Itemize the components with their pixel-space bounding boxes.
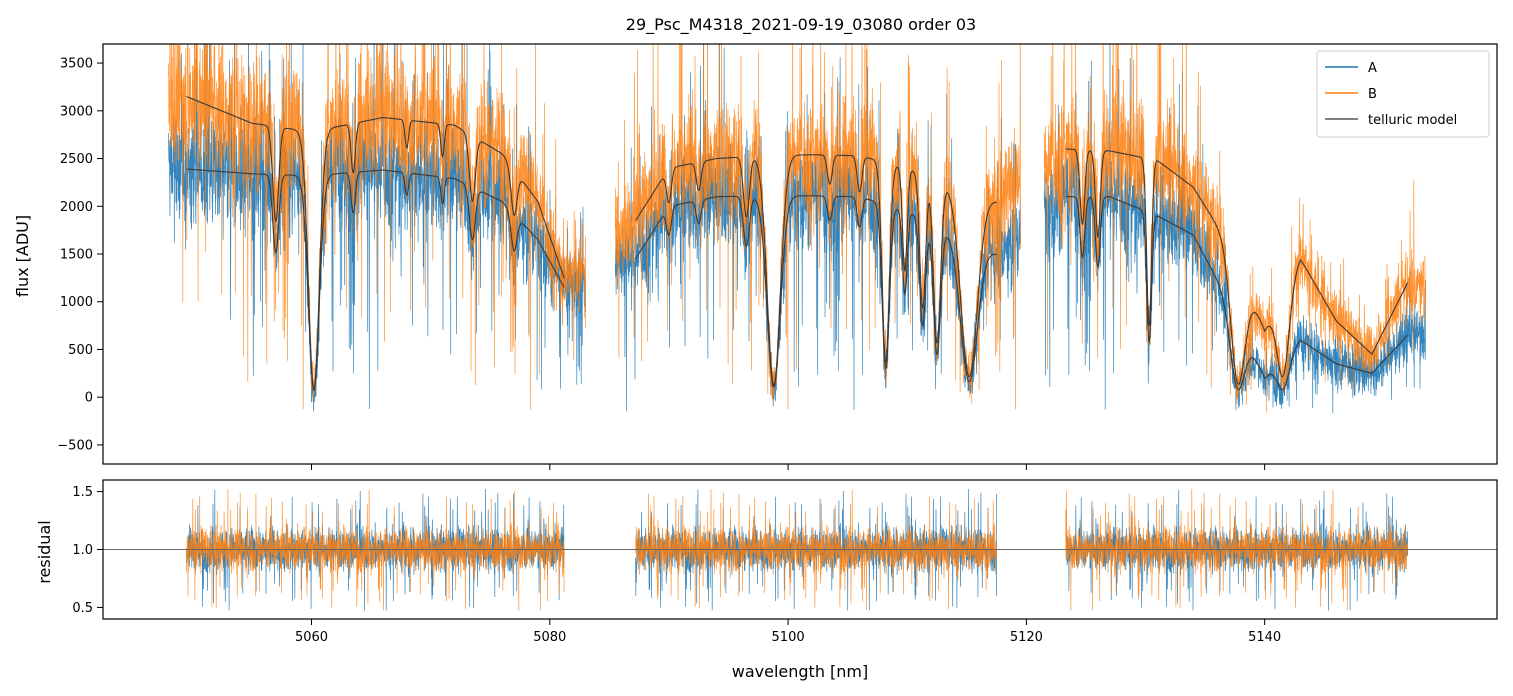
telluric-model-a-segment-1: [186, 168, 565, 392]
x-axis-label: wavelength [nm]: [732, 662, 869, 681]
legend-frame: [1316, 50, 1490, 138]
residual-x-tick-label: 5080: [533, 630, 566, 645]
spectrum-x-ticks: [311, 464, 1266, 470]
residual-a-segment-3: [1065, 489, 1408, 611]
spectrum-y-tick-label: 1500: [60, 248, 93, 263]
spectrum-y-ticks: −500 0 500 1000 1500 2000 2500 3000 3500: [57, 57, 103, 453]
residual-x-tick-label: 5140: [1248, 630, 1281, 645]
residual-y-ticks: 0.5 1.0 1.5: [72, 485, 103, 616]
residual-x-tick-label: 5100: [772, 630, 805, 645]
spectrum-y-tick-label: 2500: [60, 152, 93, 167]
residual-x-tick-label: 5120: [1010, 630, 1043, 645]
residual-y-tick-label: 1.5: [72, 485, 93, 500]
residual-plot-area: [103, 488, 1497, 611]
residual-b-segment-2: [635, 488, 997, 611]
spectrum-y-tick-label: 3500: [60, 57, 93, 72]
residual-y-axis-label: residual: [35, 520, 54, 583]
telluric-model-b-segment-1: [186, 95, 565, 391]
telluric-model-b-segment-2: [635, 154, 997, 386]
telluric-model-a-segment-3: [1065, 196, 1409, 391]
telluric-model-b-segment-3: [1065, 148, 1409, 385]
residual-y-tick-label: 0.5: [72, 601, 93, 616]
series-b-segment-1: [168, 44, 586, 410]
telluric-model-a-segment-2: [635, 195, 997, 388]
residual-x-tick-label: 5060: [295, 630, 328, 645]
residual-x-ticks: 5060 5080 5100 5120 5140: [295, 619, 1281, 645]
legend-label-a: A: [1368, 61, 1377, 76]
residual-b-segment-1: [186, 488, 565, 611]
legend: A B telluric model: [1316, 50, 1490, 138]
spectrum-y-tick-label: −500: [57, 438, 93, 453]
residual-y-tick-label: 1.0: [72, 543, 93, 558]
spectrum-y-tick-label: 0: [85, 391, 93, 406]
legend-label-model: telluric model: [1368, 113, 1457, 128]
residual-panel: 0.51.01.5 5060 5080 5100 5120 5140 residual …: [35, 479, 1498, 681]
spectrum-y-tick-label: 500: [68, 343, 93, 358]
spectrum-y-tick-label: 3000: [60, 104, 93, 119]
chart-title: 29_Psc_M4318_2021-09-19_03080 order 03: [626, 15, 976, 35]
series-b-segment-2: [614, 44, 1021, 410]
spectrum-y-axis-label: flux [ADU]: [13, 215, 32, 297]
residual-b-segment-3: [1065, 488, 1408, 611]
spectrum-y-tick-label: 2000: [60, 200, 93, 215]
spectrum-plot-area: [168, 44, 1426, 414]
spectrum-y-tick-label: 1000: [60, 295, 93, 310]
legend-label-b: B: [1368, 87, 1377, 102]
spectrum-panel: −500 0 500 1000 1500 2000 2500 3000 3500 flux [A…: [13, 43, 1498, 470]
